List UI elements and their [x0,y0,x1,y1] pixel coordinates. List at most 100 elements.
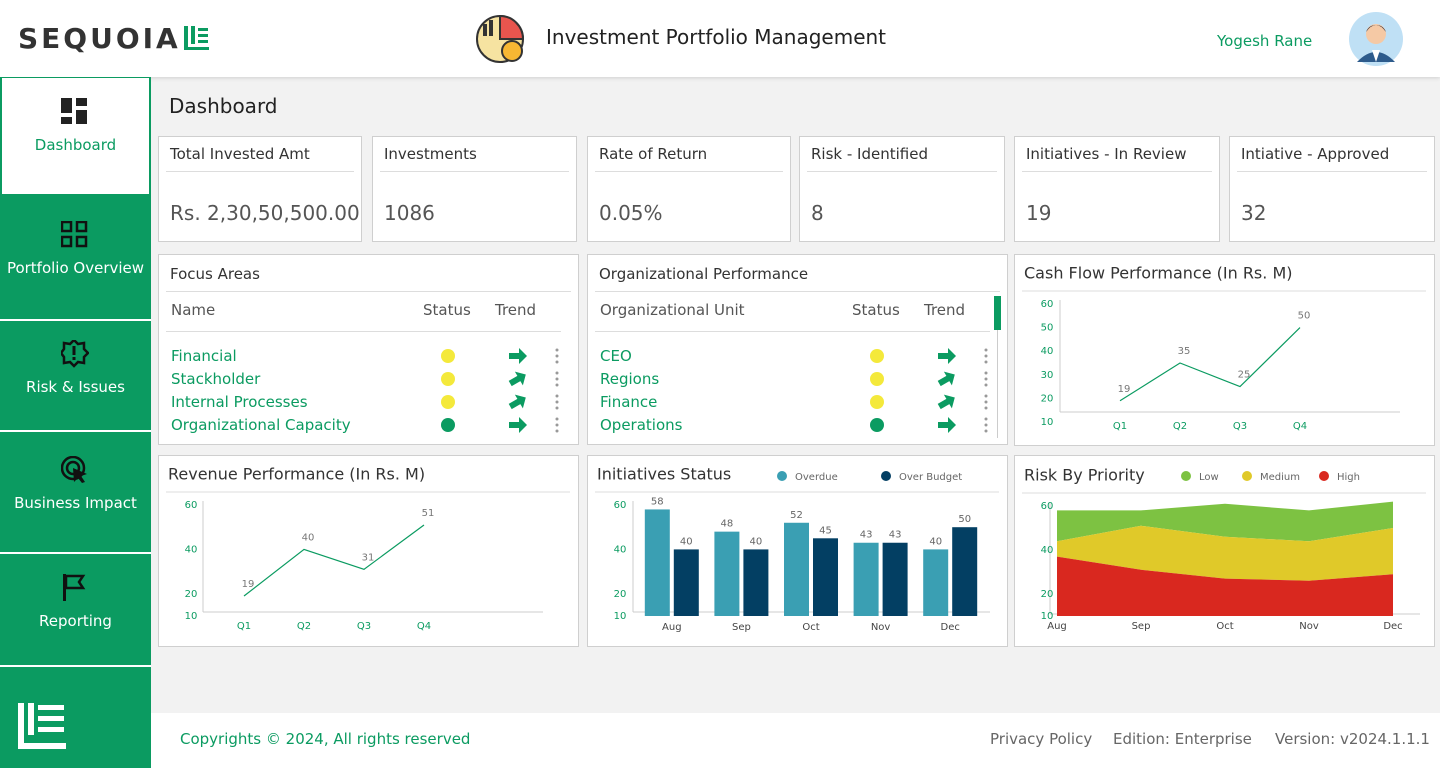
sidebar-logo [18,703,66,749]
divider [595,331,990,332]
nav-label[interactable]: Risk & Issues [26,378,125,396]
brand-logo [184,26,209,50]
divider [1237,171,1427,172]
menu-dot [984,377,988,381]
status-dot [870,349,884,363]
arrow [508,394,526,410]
row-name[interactable]: CEO [600,347,632,365]
row-menu[interactable] [554,371,560,387]
divider [595,171,783,172]
footer-link[interactable]: Version: v2024.1.1.1 [1275,730,1430,748]
column-header: Organizational Unit [600,301,745,319]
copyright: Copyrights © 2024, All rights reserved [180,730,471,748]
menu-dot [984,371,988,375]
nav-label[interactable]: Dashboard [34,136,117,154]
row-menu[interactable] [554,417,560,433]
row-menu[interactable] [554,394,560,410]
row-name[interactable]: Regions [600,370,660,388]
arrow [938,348,956,364]
nav-label[interactable]: Business Impact [14,494,137,512]
nav-item[interactable] [0,434,151,554]
divider [166,331,561,332]
card [158,254,579,445]
card [587,254,1008,445]
app-title: Investment Portfolio Management [546,25,887,49]
nav-label[interactable]: Reporting [39,611,112,630]
column-header: Trend [924,301,966,319]
status-dot [441,349,455,363]
trend-arrow [509,417,527,433]
row-menu[interactable] [554,348,560,364]
menu-dot [555,423,559,427]
card [587,136,791,242]
status-dot [441,372,455,386]
divider [1022,171,1212,172]
row-menu[interactable] [983,348,989,364]
arrow [938,417,956,433]
column-header: Name [171,301,216,319]
row-menu[interactable] [983,417,989,433]
row-name[interactable]: Organizational Capacity [171,416,351,434]
menu-dot [984,429,988,433]
row-name[interactable]: Internal Processes [171,393,308,411]
menu-dot [984,348,988,352]
arrow [937,394,955,410]
app-icon [476,14,525,63]
nav-icon [63,573,86,601]
menu-dot [984,354,988,358]
column-header: Trend [495,301,537,319]
divider [807,171,997,172]
row-name[interactable]: Stackholder [171,370,261,388]
menu-dot [555,400,559,404]
scrollbar [994,296,1001,330]
menu-dot [984,417,988,421]
status-dot [870,372,884,386]
nav-item[interactable] [2,78,149,194]
nav-icon [61,220,88,247]
arrow [937,371,955,387]
footer-link[interactable]: Edition: Enterprise [1113,730,1252,748]
column-header: Status [852,301,900,319]
kpi-value: 8 [811,201,824,225]
row-name[interactable]: Operations [600,416,683,434]
row-menu[interactable] [983,371,989,387]
user-name[interactable]: Yogesh Rane [1217,32,1313,50]
trend-arrow [937,371,955,387]
menu-dot [984,360,988,364]
arrow [509,348,527,364]
menu-dot [555,360,559,364]
kpi-value: 32 [1241,201,1267,225]
card [158,136,362,242]
nav-item[interactable] [0,196,151,321]
arrow [508,371,526,387]
nav-label[interactable]: Portfolio Overview [6,258,145,277]
card [799,136,1005,242]
row-name[interactable]: Financial [171,347,237,365]
menu-dot [555,383,559,387]
divider [595,291,1000,292]
footer-link[interactable]: Privacy Policy [990,730,1093,748]
menu-dot [984,423,988,427]
menu-dot [555,406,559,410]
row-name[interactable]: Finance [600,393,658,411]
menu-dot [555,429,559,433]
menu-dot [555,354,559,358]
header [0,0,1440,77]
kpi-value: 1086 [384,201,435,225]
avatar[interactable] [1349,12,1403,66]
menu-dot [555,377,559,381]
kpi-label: Investments [384,145,477,163]
kpi-label: Initiatives - In Review [1026,145,1187,163]
card [1014,136,1220,242]
footer [151,713,1440,768]
row-menu[interactable] [983,394,989,410]
kpi-value: Rs. 2,30,50,500.00 [170,201,360,225]
page-title: Dashboard [169,94,278,118]
table-title: Organizational Performance [599,265,809,283]
trend-arrow [938,348,956,364]
kpi-label: Intiative - Approved [1241,145,1390,163]
divider [380,171,569,172]
trend-arrow [937,394,955,410]
trend-arrow [509,348,527,364]
